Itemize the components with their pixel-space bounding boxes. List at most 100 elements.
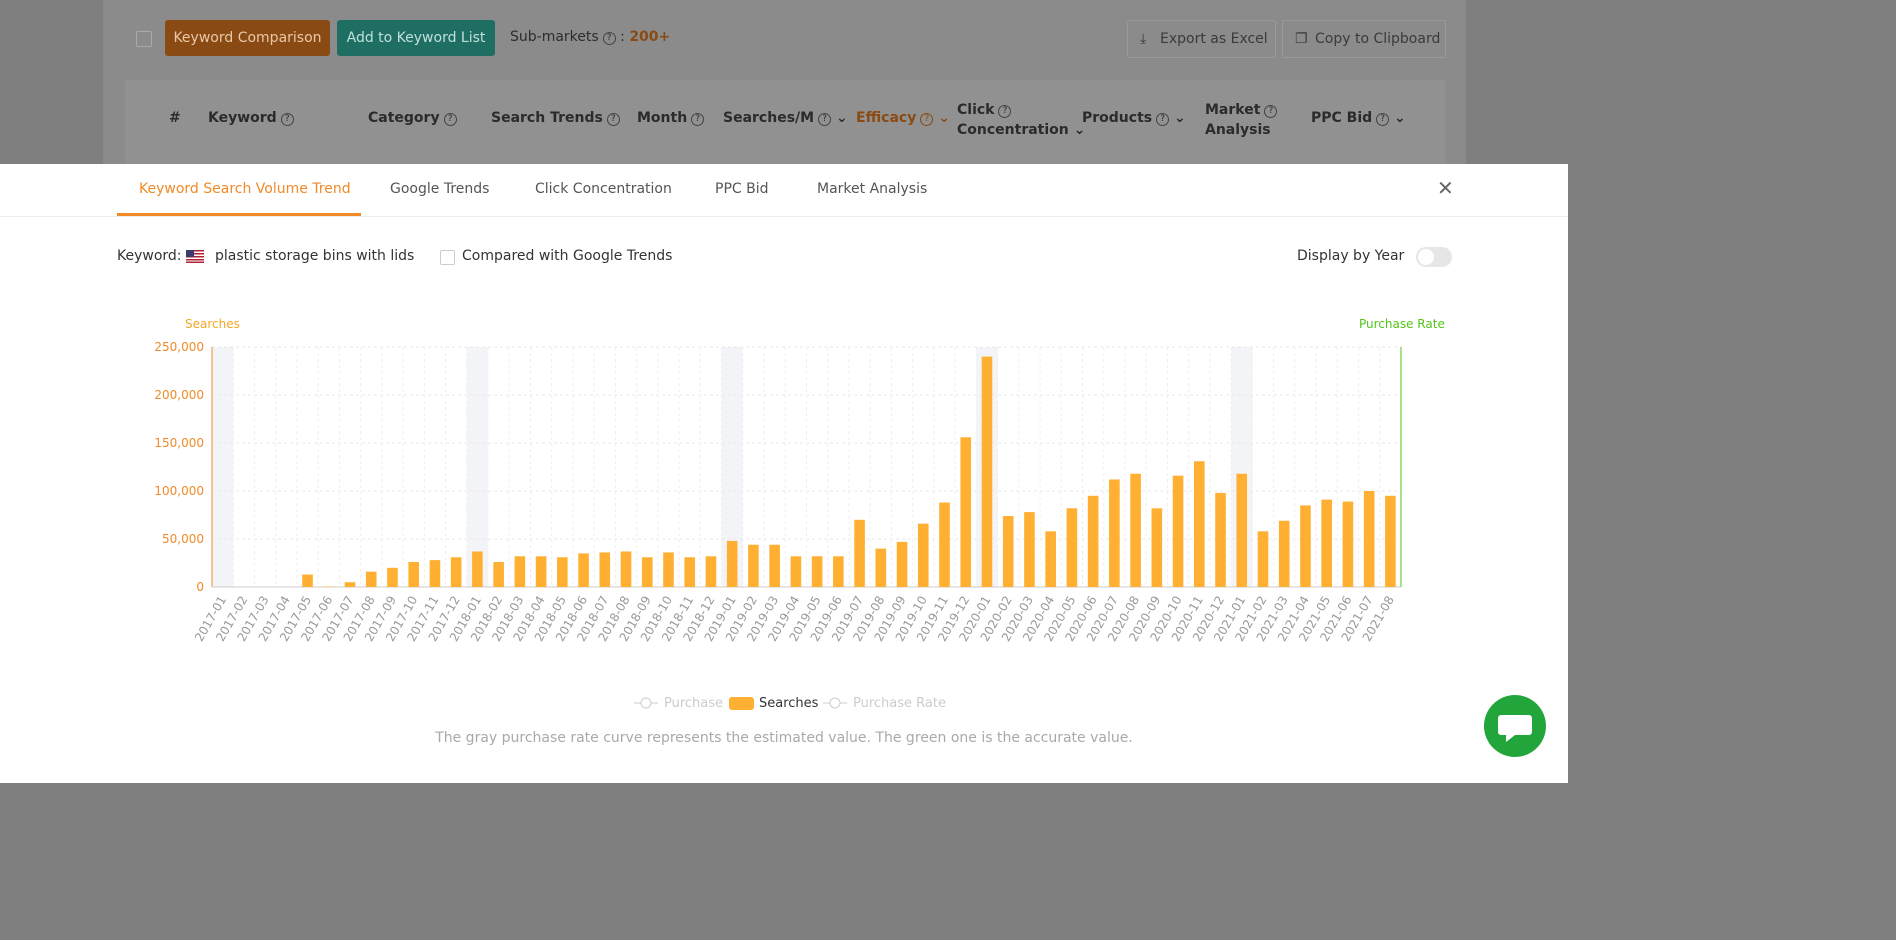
bar — [769, 544, 780, 587]
bar — [450, 557, 462, 587]
col-category[interactable]: Category? — [368, 110, 457, 126]
bar — [1385, 495, 1396, 587]
bar — [726, 540, 738, 587]
help-icon[interactable]: ? — [606, 113, 620, 126]
col-keyword[interactable]: Keyword? — [208, 110, 294, 126]
help-icon[interactable]: ? — [1264, 105, 1278, 118]
export-label: Export as Excel — [1160, 31, 1268, 47]
col-market-label-2: Analysis — [1205, 122, 1271, 138]
bar — [1172, 475, 1184, 587]
chevron-down-icon[interactable]: ⌄ — [1394, 110, 1406, 126]
bar — [1321, 499, 1332, 587]
y-tick-label: 100,000 — [154, 484, 204, 498]
help-icon[interactable]: ? — [602, 32, 616, 45]
year-band — [466, 347, 489, 587]
tab-google-trends[interactable]: Google Trends — [390, 181, 490, 197]
legend-marker[interactable] — [640, 697, 652, 709]
col-click-label-1: Click — [957, 102, 995, 118]
legend-label[interactable]: Purchase — [664, 696, 723, 711]
col-search-trends[interactable]: Search Trends? — [491, 110, 620, 126]
bar — [493, 562, 504, 587]
us-flag-icon — [186, 250, 204, 263]
bar — [1024, 512, 1035, 587]
year-band — [212, 347, 234, 587]
help-icon[interactable]: ? — [691, 113, 705, 126]
chevron-down-icon[interactable]: ⌄ — [1173, 110, 1186, 126]
table-toolbar: Keyword Comparison Add to Keyword List S… — [0, 0, 1568, 76]
bar — [344, 582, 356, 587]
chat-button[interactable] — [1484, 695, 1546, 757]
chevron-down-icon[interactable]: ⌄ — [1073, 122, 1086, 138]
col-ppc-label: PPC Bid — [1311, 110, 1373, 126]
col-efficacy[interactable]: Efficacy? ⌄ — [856, 110, 950, 126]
compare-google-label[interactable]: Compared with Google Trends — [462, 248, 673, 264]
col-index: # — [169, 110, 181, 126]
year-band — [721, 347, 743, 587]
tab-market-analysis[interactable]: Market Analysis — [817, 181, 928, 197]
help-icon[interactable]: ? — [1156, 113, 1170, 126]
help-icon[interactable]: ? — [280, 113, 294, 126]
help-icon[interactable]: ? — [998, 105, 1012, 118]
bar — [472, 551, 483, 587]
bar — [833, 556, 844, 587]
submarkets-value[interactable]: 200+ — [629, 29, 671, 45]
col-searches-m[interactable]: Searches/M? ⌄ — [723, 110, 848, 126]
chevron-down-icon[interactable]: ⌄ — [938, 110, 950, 126]
add-to-keyword-list-button[interactable]: Add to Keyword List — [337, 20, 495, 56]
legend-label[interactable]: Searches — [759, 696, 819, 711]
col-keyword-label: Keyword — [208, 110, 277, 126]
copy-clipboard-button[interactable]: ❐ Copy to Clipboard — [1282, 20, 1446, 58]
bar — [557, 557, 568, 587]
legend-label[interactable]: Purchase Rate — [853, 696, 946, 711]
display-by-year-toggle[interactable] — [1416, 247, 1452, 267]
legend-swatch[interactable] — [729, 697, 754, 710]
purchase-rate-note: The gray purchase rate curve represents … — [435, 730, 1133, 746]
export-excel-button[interactable]: ⤓ Export as Excel — [1127, 20, 1276, 58]
bar — [917, 523, 929, 587]
close-icon[interactable]: ✕ — [1437, 176, 1454, 200]
bar — [1066, 508, 1078, 587]
legend-marker[interactable] — [829, 697, 841, 709]
right-axis-title: Purchase Rate — [1359, 317, 1445, 331]
y-tick-label: 250,000 — [154, 340, 204, 354]
keyword-value: plastic storage bins with lids — [215, 248, 415, 264]
bar — [854, 519, 865, 587]
select-all-checkbox[interactable] — [136, 31, 152, 47]
bar — [1278, 520, 1290, 587]
chevron-down-icon[interactable]: ⌄ — [835, 110, 848, 126]
bar — [535, 556, 547, 587]
bar — [1130, 473, 1141, 587]
tab-ppc-bid[interactable]: PPC Bid — [715, 181, 769, 197]
col-click-label-2: Concentration — [957, 122, 1069, 138]
bar — [1109, 479, 1120, 587]
bar — [302, 574, 313, 587]
bar — [514, 556, 526, 587]
col-efficacy-label: Efficacy — [856, 110, 917, 126]
col-market-label-1: Market — [1205, 102, 1261, 118]
bar — [981, 356, 993, 587]
col-category-label: Category — [368, 110, 440, 126]
bar — [1363, 491, 1375, 587]
col-market-analysis[interactable]: Market? Analysis — [1205, 100, 1278, 140]
col-ppc-bid[interactable]: PPC Bid? ⌄ — [1311, 110, 1406, 126]
compare-google-checkbox[interactable] — [440, 250, 455, 265]
tab-click-concentration[interactable]: Click Concentration — [535, 181, 672, 197]
help-icon[interactable]: ? — [443, 113, 457, 126]
col-searches-label: Searches/M — [723, 110, 815, 126]
bar — [896, 541, 908, 587]
bar — [620, 551, 632, 587]
submarkets-label: Sub-markets — [510, 29, 599, 45]
bar — [960, 437, 972, 587]
col-products[interactable]: Products? ⌄ — [1082, 110, 1186, 126]
help-icon[interactable]: ? — [818, 113, 832, 126]
col-click-concentration[interactable]: Click? Concentration ⌄ — [957, 100, 1085, 140]
keyword-comparison-button[interactable]: Keyword Comparison — [165, 20, 330, 56]
bar — [1236, 473, 1248, 587]
help-icon[interactable]: ? — [920, 113, 934, 126]
help-icon[interactable]: ? — [1376, 113, 1390, 126]
bar — [663, 552, 674, 587]
col-month[interactable]: Month? — [637, 110, 705, 126]
tab-keyword-search-volume[interactable]: Keyword Search Volume Trend — [139, 181, 351, 197]
bar — [1215, 492, 1226, 587]
keyword-label: Keyword: — [117, 248, 182, 264]
